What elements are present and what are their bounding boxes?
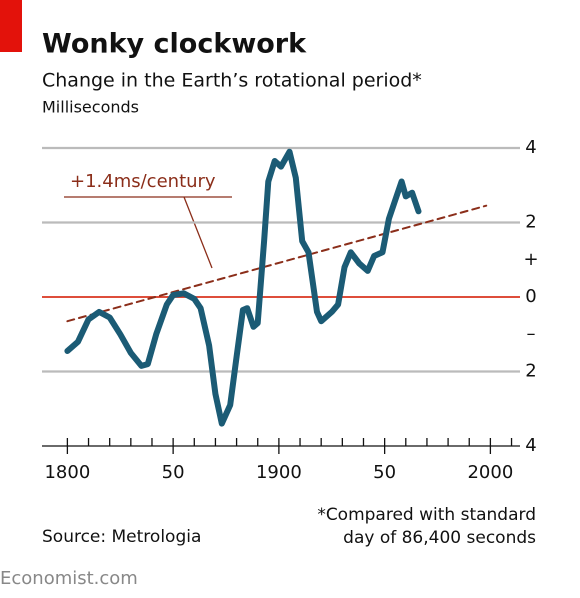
y-tick-label: – [527, 323, 536, 344]
chart-title: Wonky clockwork [42, 29, 307, 60]
data-line [64, 148, 422, 427]
annotation-pointer [64, 196, 232, 269]
footnote: *Compared with standard [317, 505, 536, 525]
x-tick-label: 50 [162, 462, 185, 483]
brand: Economist.com [0, 568, 138, 589]
y-tick-label: 2 [525, 212, 536, 233]
trend-line [66, 204, 488, 323]
x-tick-label: 1900 [256, 462, 302, 483]
y-tick-label: 2 [525, 361, 536, 382]
y-tick-label: 4 [525, 435, 536, 456]
y-tick-label: 0 [525, 286, 536, 307]
y-tick-label: + [523, 249, 538, 270]
x-tick-label: 2000 [467, 462, 513, 483]
x-tick-label: 1800 [44, 462, 90, 483]
y-tick-label: 4 [525, 137, 536, 158]
brand-tab [0, 0, 22, 52]
x-tick-label: 50 [373, 462, 396, 483]
chart-subtitle: Change in the Earth’s rotational period* [42, 70, 422, 92]
trend-annotation: +1.4ms/century [70, 171, 216, 192]
source: Source: Metrologia [42, 527, 201, 547]
unit-label: Milliseconds [42, 98, 139, 117]
footnote: day of 86,400 seconds [343, 528, 536, 548]
